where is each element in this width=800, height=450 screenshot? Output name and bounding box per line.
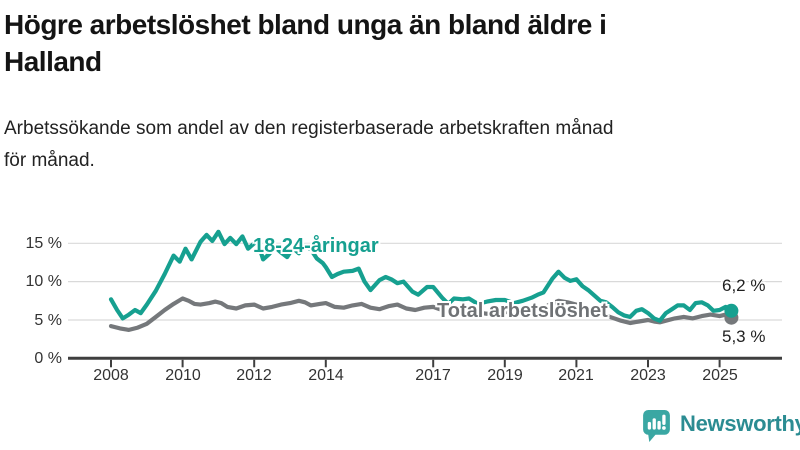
chart-subtitle-line1: Arbetssökande som andel av den registerb…: [4, 118, 614, 139]
x-tick-label-2014: 2014: [308, 367, 344, 384]
page-title: Högre arbetslöshet bland unga än bland ä…: [4, 6, 796, 80]
series-line-total: [108, 296, 734, 332]
end-value-total: 5,3 %: [722, 327, 766, 346]
x-tick-label-2019: 2019: [487, 367, 523, 384]
chart-subtitle: Arbetssökande som andel av den registerb…: [4, 113, 796, 177]
brand-logo: Newsworthy: [641, 409, 800, 443]
x-tick-label-2025: 2025: [702, 367, 738, 384]
x-tick-label-2017: 2017: [415, 367, 451, 384]
x-tick-label-2010: 2010: [165, 367, 201, 384]
y-tick-label-15: 15 %: [25, 235, 62, 252]
brand-name: Newsworthy: [680, 411, 800, 436]
x-tick-label-2012: 2012: [236, 367, 272, 384]
end-value-youth: 6,2 %: [722, 276, 766, 295]
series-label-youth: 18-24-åringar: [253, 235, 379, 257]
x-tick-label-2023: 2023: [630, 367, 666, 384]
x-tick-label-2021: 2021: [558, 367, 594, 384]
series-label-total: Total arbetslöshet: [437, 300, 608, 322]
brand-logo-icon: [643, 410, 670, 442]
brand-bubble-shape: [643, 410, 670, 442]
chart-subtitle-line2: för månad.: [4, 150, 95, 171]
series-line-youth: [108, 229, 734, 323]
page-title-line2: Halland: [4, 46, 102, 77]
x-tick-label-2008: 2008: [93, 367, 129, 384]
y-tick-label-0: 0 %: [34, 350, 62, 367]
series-end-dot-youth: [724, 303, 739, 318]
bar-chart-icon: [647, 414, 666, 430]
y-tick-label-5: 5 %: [34, 312, 62, 329]
y-tick-label-10: 10 %: [25, 273, 62, 290]
page-title-line1: Högre arbetslöshet bland unga än bland ä…: [4, 9, 607, 40]
